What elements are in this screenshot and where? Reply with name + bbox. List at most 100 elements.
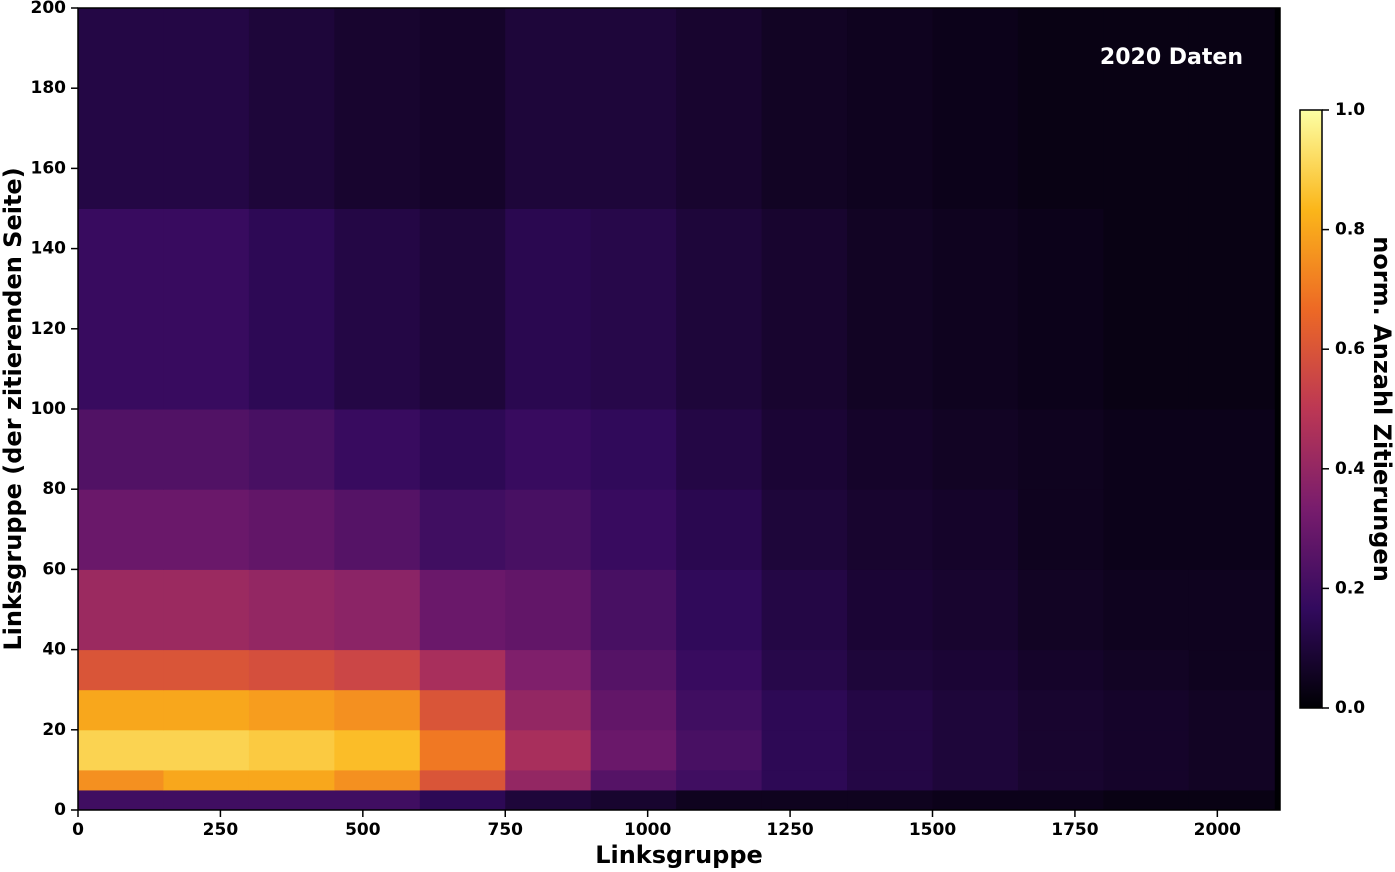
heatmap-cell — [590, 208, 677, 410]
x-tick-label: 1250 — [766, 820, 813, 840]
heatmap-cell — [163, 489, 250, 570]
heatmap-cell — [1188, 8, 1275, 209]
heatmap-cell — [676, 789, 763, 811]
y-tick-label: 160 — [31, 158, 67, 178]
heatmap-cell — [932, 729, 1019, 771]
heatmap-cell — [248, 8, 335, 209]
heatmap-cell — [78, 689, 164, 731]
heatmap-cell — [334, 489, 421, 570]
heatmap-cell — [419, 8, 506, 209]
x-tick-label: 2000 — [1194, 820, 1241, 840]
y-axis-label: Linksgruppe (der zitierenden Seite) — [0, 167, 27, 650]
heatmap-cell — [761, 729, 848, 771]
heatmap-cell — [248, 769, 335, 791]
y-tick-label: 80 — [42, 479, 66, 499]
heatmap-cell — [419, 729, 506, 771]
heatmap-cell — [590, 489, 677, 570]
heatmap-cell — [163, 208, 250, 410]
heatmap-cell — [163, 8, 250, 209]
heatmap-cell — [505, 409, 592, 490]
heatmap-cell — [334, 689, 421, 731]
x-axis-label: Linksgruppe — [595, 841, 763, 869]
heatmap-cell — [1017, 409, 1104, 490]
heatmap-cell — [761, 489, 848, 570]
heatmap-cell — [932, 569, 1019, 651]
colorbar — [1299, 109, 1323, 709]
heatmap-cell — [847, 729, 934, 771]
heatmap-cell — [78, 789, 164, 811]
heatmap-cell — [505, 8, 592, 209]
heatmap-cell — [676, 729, 763, 771]
x-tick-label: 1500 — [909, 820, 956, 840]
heatmap-cell — [590, 769, 677, 791]
x-tick-label: 1750 — [1051, 820, 1098, 840]
x-tick-label: 500 — [345, 820, 381, 840]
heatmap-cell — [78, 649, 164, 691]
heatmap-cell — [590, 8, 677, 209]
y-tick-label: 200 — [31, 0, 67, 18]
heatmap-cell — [1188, 769, 1275, 791]
heatmap-cell — [334, 649, 421, 691]
heatmap-cell — [1103, 729, 1190, 771]
heatmap-cell — [1188, 789, 1275, 811]
heatmap-cell — [1188, 409, 1275, 490]
heatmap-cell — [1103, 649, 1190, 691]
heatmap-cell — [1103, 689, 1190, 731]
heatmap-cell — [78, 569, 164, 651]
heatmap-cell — [505, 208, 592, 410]
heatmap-cell — [932, 409, 1019, 490]
heatmap-cell — [505, 649, 592, 691]
heatmap-cell — [847, 769, 934, 791]
heatmap-cell — [1017, 789, 1104, 811]
heatmap-cell — [419, 409, 506, 490]
heatmap-cell — [761, 689, 848, 731]
heatmap-cell — [505, 769, 592, 791]
colorbar-tick-label: 0.4 — [1335, 459, 1365, 479]
heatmap-cell — [1188, 569, 1275, 651]
heatmap-cell — [78, 208, 164, 410]
heatmap-cell — [676, 569, 763, 651]
heatmap-cell — [163, 729, 250, 771]
heatmap-cell — [1017, 8, 1104, 209]
heatmap-cell — [932, 8, 1019, 209]
heatmap-cell — [1103, 208, 1190, 410]
heatmap-cell — [847, 208, 934, 410]
y-tick-label: 140 — [31, 239, 67, 259]
heatmap-cell — [676, 769, 763, 791]
heatmap-cell — [761, 789, 848, 811]
heatmap-cell — [419, 649, 506, 691]
x-tick-label: 0 — [72, 820, 84, 840]
heatmap-cell — [78, 489, 164, 570]
heatmap-cell — [932, 689, 1019, 731]
heatmap-cell — [1017, 489, 1104, 570]
y-tick-label: 40 — [42, 640, 66, 660]
colorbar-tick-label: 0.6 — [1335, 339, 1365, 359]
heatmap-cell — [505, 489, 592, 570]
heatmap-cell — [1188, 729, 1275, 771]
heatmap-cell — [847, 8, 934, 209]
heatmap-cell — [590, 689, 677, 731]
heatmap-cell — [676, 8, 763, 209]
heatmap-cell — [419, 489, 506, 570]
y-tick-label: 100 — [31, 399, 67, 419]
heatmap-cell — [932, 789, 1019, 811]
y-tick-label: 120 — [31, 319, 67, 339]
heatmap-cell — [1017, 208, 1104, 410]
heatmap-cell — [334, 729, 421, 771]
heatmap-cell — [163, 569, 250, 651]
heatmap-cell — [248, 409, 335, 490]
colorbar-tick-label: 0.2 — [1335, 578, 1365, 598]
heatmap-cell — [1103, 769, 1190, 791]
heatmap-cell — [761, 409, 848, 490]
heatmap-cell — [761, 769, 848, 791]
heatmap-cell — [1188, 208, 1275, 410]
colorbar-tick-label: 0.8 — [1335, 220, 1365, 240]
heatmap-cell — [163, 769, 250, 791]
heatmap-cell — [932, 489, 1019, 570]
heatmap-cell — [78, 8, 164, 209]
heatmap-cell — [1188, 649, 1275, 691]
heatmap-cell — [334, 8, 421, 209]
heatmap-cell — [248, 649, 335, 691]
heatmap-cell — [334, 409, 421, 490]
heatmap-cell — [932, 208, 1019, 410]
